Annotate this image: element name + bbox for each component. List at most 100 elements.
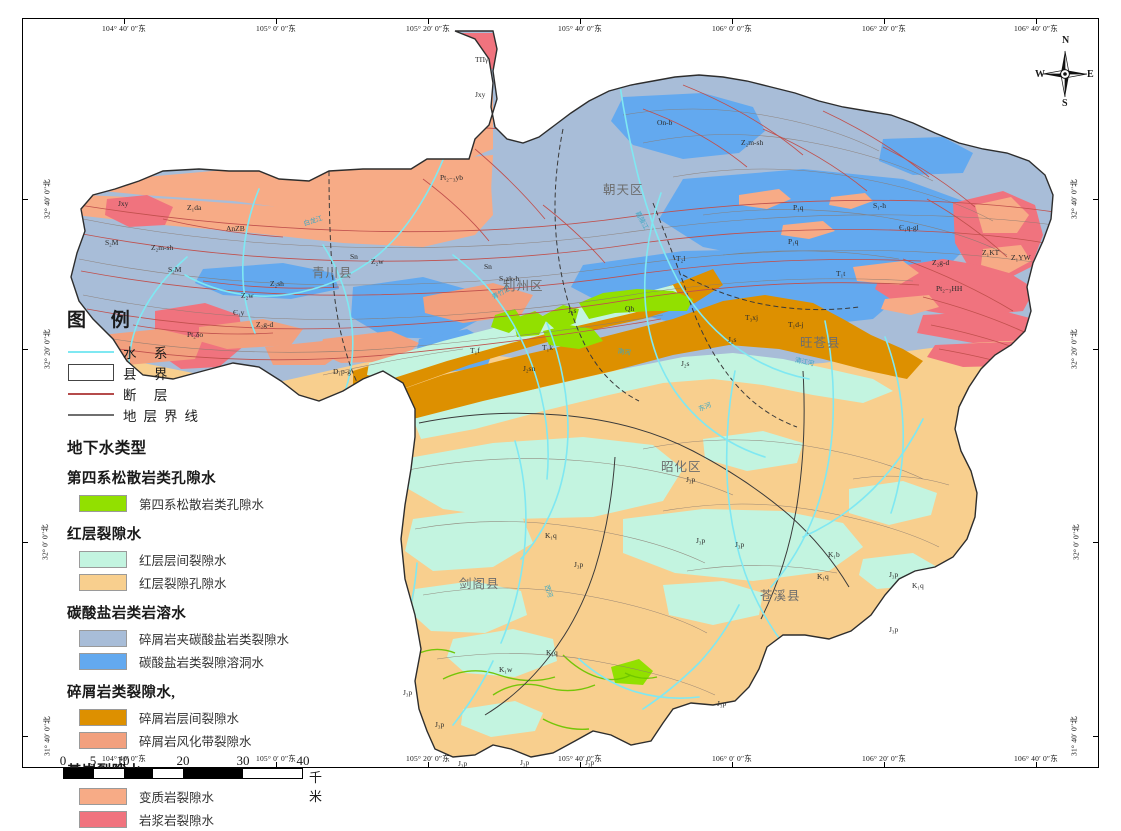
geologic-unit-label: On-b bbox=[657, 118, 673, 127]
legend-line-label: 水 系 bbox=[123, 345, 175, 361]
legend-item[interactable]: 第四系松散岩类孔隙水 bbox=[65, 492, 315, 514]
legend-group-heading: 碎屑岩类裂隙水, bbox=[67, 685, 176, 701]
geologic-unit-label: T₃xj bbox=[745, 313, 759, 322]
graticule-tick bbox=[732, 19, 733, 24]
legend-item-label: 第四系松散岩类孔隙水 bbox=[139, 497, 265, 512]
graticule-tick bbox=[732, 762, 733, 767]
legend-item[interactable]: 变质岩裂隙水 bbox=[65, 785, 315, 807]
place-label: 苍溪县 bbox=[760, 589, 801, 603]
map-canvas[interactable]: 青川县 朝天区 利州区 旺苍县 昭化区 剑阁县 苍溪县 TΠγ Jxy Pt₂₋₃yb Jxy Z₁… bbox=[23, 19, 1098, 767]
geologic-unit-label: K₁q bbox=[546, 648, 558, 657]
scale-bar-tick-label: 30 bbox=[236, 753, 250, 768]
geologic-unit-label: S₂M bbox=[168, 265, 182, 274]
geologic-unit-label: K₁q bbox=[817, 572, 829, 581]
graticule-tick bbox=[580, 762, 581, 767]
geologic-unit-label: Z₂w bbox=[241, 291, 254, 300]
geologic-unit-label: T₂l bbox=[676, 254, 686, 263]
graticule-tick bbox=[23, 736, 28, 737]
legend-item-label: 红层裂隙孔隙水 bbox=[139, 576, 227, 591]
geologic-unit-label: Pt₂₋₃HH bbox=[936, 284, 963, 293]
latitude-label-left: 31° 40′ 0″北 bbox=[42, 716, 52, 756]
scale-bar-tick-label: 20 bbox=[176, 753, 190, 768]
geologic-unit-label: J₃p bbox=[585, 758, 595, 767]
legend-color-swatch bbox=[79, 550, 127, 568]
graticule-tick bbox=[1093, 736, 1098, 737]
graticule-tick bbox=[1093, 349, 1098, 350]
place-label: 昭化区 bbox=[661, 460, 702, 474]
geologic-unit-label: T₁t bbox=[836, 269, 846, 278]
longitude-label-top: 105° 20′ 0″东 bbox=[406, 24, 450, 33]
geologic-unit-label: K₁b bbox=[828, 550, 840, 559]
geologic-unit-label: Z₂sh bbox=[270, 279, 284, 288]
legend-line-swatch bbox=[65, 364, 117, 381]
legend-item[interactable]: 碎屑岩夹碳酸盐岩类裂隙水 bbox=[65, 627, 315, 649]
scale-bar-tick-label: 40 bbox=[296, 753, 310, 768]
legend-line-swatch bbox=[65, 350, 117, 353]
scale-bar-tick-label: 0 bbox=[59, 753, 67, 768]
legend-item-label: 岩浆岩裂隙水 bbox=[139, 813, 215, 828]
city-boundary bbox=[70, 30, 1054, 758]
graticule-tick bbox=[428, 762, 429, 767]
graticule-tick bbox=[1036, 19, 1037, 24]
legend-group-heading: 碳酸盐岩类岩溶水 bbox=[67, 606, 187, 622]
graticule-tick bbox=[1093, 542, 1098, 543]
legend-line-label: 断 层 bbox=[123, 387, 175, 403]
longitude-label-bottom: 106° 0′ 0″东 bbox=[712, 754, 752, 763]
place-label: 青川县 bbox=[312, 266, 353, 280]
legend-color-swatch bbox=[79, 629, 127, 647]
map-svg[interactable] bbox=[23, 19, 1098, 767]
place-label: 朝天区 bbox=[603, 183, 644, 197]
latitude-label-right: 32° 0′ 0″北 bbox=[1071, 523, 1081, 561]
latitude-label-left: 32° 20′ 0″北 bbox=[42, 329, 52, 369]
place-label: 剑阁县 bbox=[459, 577, 500, 591]
geologic-unit-label: J₃p bbox=[735, 540, 745, 549]
legend-item[interactable]: 红层裂隙孔隙水 bbox=[65, 571, 315, 593]
compass-icon bbox=[1042, 50, 1088, 98]
geologic-unit-label: K₁q bbox=[545, 531, 557, 540]
geologic-unit-label: Pt₂₋₃yb bbox=[440, 173, 463, 182]
legend-item[interactable]: 碎屑岩风化带裂隙水 bbox=[65, 729, 315, 751]
geologic-unit-label: T₁f bbox=[470, 346, 480, 355]
longitude-label-top: 106° 40′ 0″东 bbox=[1014, 24, 1058, 33]
legend-item[interactable]: 岩浆岩裂隙水 bbox=[65, 808, 315, 830]
legend-item[interactable]: 碎屑岩层间裂隙水 bbox=[65, 706, 315, 728]
legend-item[interactable]: 红层层间裂隙水 bbox=[65, 548, 315, 570]
longitude-label-bottom: 104° 40′ 0″东 bbox=[102, 754, 146, 763]
map-neatline: 青川县 朝天区 利州区 旺苍县 昭化区 剑阁县 苍溪县 TΠγ Jxy Pt₂₋₃yb Jxy Z₁… bbox=[22, 18, 1099, 828]
geologic-unit-label: T₁d-j bbox=[788, 320, 804, 329]
latitude-label-left: 32° 40′ 0″北 bbox=[42, 179, 52, 219]
river-label: 南河 bbox=[617, 348, 632, 357]
longitude-label-top: 105° 0′ 0″东 bbox=[256, 24, 296, 33]
longitude-label-bottom: 105° 0′ 0″东 bbox=[256, 754, 296, 763]
latitude-label-right: 32° 20′ 0″北 bbox=[1069, 329, 1079, 369]
legend-item-label: 变质岩裂隙水 bbox=[139, 790, 215, 805]
geologic-unit-label: K₁w bbox=[499, 665, 513, 674]
geologic-unit-label: AnZB bbox=[226, 224, 245, 233]
geologic-unit-label: J₃p bbox=[686, 475, 696, 484]
geologic-unit-label: Z₂m-sh bbox=[151, 243, 174, 252]
legend-line-swatch bbox=[65, 413, 117, 416]
geologic-unit-label: T₁k bbox=[542, 343, 553, 352]
longitude-label-top: 106° 0′ 0″东 bbox=[712, 24, 752, 33]
geologic-unit-label: J₂sn bbox=[523, 364, 536, 373]
geologic-unit-label: P₁q bbox=[793, 203, 804, 212]
legend-line-label: 县 界 bbox=[123, 366, 175, 382]
place-label: 旺苍县 bbox=[800, 336, 841, 350]
scale-bar-labels: 0 5 10 20 30 40 bbox=[59, 753, 310, 768]
legend-item[interactable]: 碳酸盐岩类裂隙溶洞水 bbox=[65, 650, 315, 672]
graticule-tick bbox=[276, 762, 277, 767]
legend-item-label: 碎屑岩风化带裂隙水 bbox=[139, 734, 252, 749]
geologic-unit-label: Z₂w bbox=[371, 257, 384, 266]
legend-color-swatch bbox=[79, 494, 127, 512]
graticule-tick bbox=[1093, 199, 1098, 200]
geologic-unit-label: S₂M bbox=[105, 238, 119, 247]
geologic-unit-label: J₃p bbox=[696, 536, 706, 545]
graticule-tick bbox=[124, 19, 125, 24]
geologic-unit-label: J₃p bbox=[403, 688, 413, 697]
longitude-label-top: 105° 40′ 0″东 bbox=[558, 24, 602, 33]
geologic-unit-label: Z₂m-sh bbox=[741, 138, 764, 147]
legend-color-swatch bbox=[79, 573, 127, 591]
geologic-unit-label: Jxy bbox=[118, 199, 129, 208]
graticule-tick bbox=[884, 762, 885, 767]
graticule-tick bbox=[23, 349, 28, 350]
